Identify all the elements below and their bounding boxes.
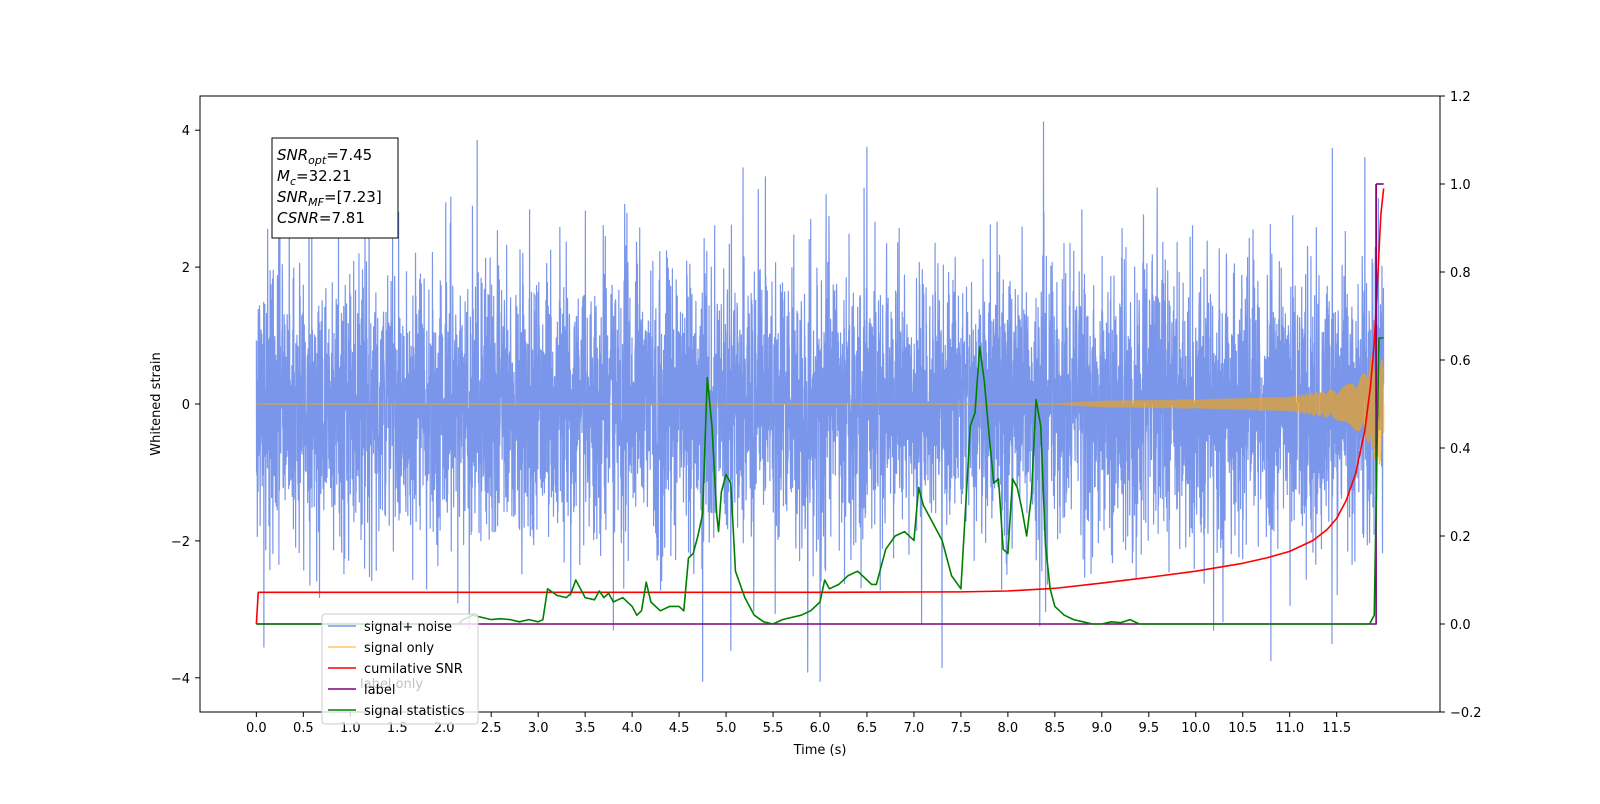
x-tick-label: 5.0 (716, 721, 737, 736)
x-axis: 0.0 0.5 1.0 1.5 2.0 2.5 3.0 3.5 4.0 4.5 5.0 5.5 6.0 6… (246, 712, 1351, 736)
legend-label: signal statistics (364, 704, 465, 719)
annotation-symbol: SNR (277, 188, 308, 206)
x-tick-label: 11.0 (1275, 721, 1304, 736)
y2-tick-label: 0.2 (1450, 530, 1471, 545)
x-tick-label: 4.5 (669, 721, 690, 736)
y2-tick-label: 1.2 (1450, 90, 1471, 105)
x-tick-label: 4.0 (622, 721, 643, 736)
legend-label: cumilative SNR (364, 662, 463, 677)
legend-label: signal only (364, 641, 434, 656)
x-tick-label: 5.5 (763, 721, 784, 736)
annotation-line: Mc=32.21 (277, 167, 352, 188)
y-axis-label: Whitened strain (149, 352, 164, 455)
y-tick-label: 4 (182, 124, 190, 139)
x-tick-label: 6.5 (857, 721, 878, 736)
y2-tick-label: 1.0 (1450, 178, 1471, 193)
y2-tick-label: −0.2 (1450, 706, 1482, 721)
x-tick-label: 1.0 (340, 721, 361, 736)
annotation-value: =32.21 (296, 167, 352, 185)
legend-label: label (364, 683, 395, 698)
x-tick-label: 9.5 (1138, 721, 1159, 736)
annotation-subscript: opt (308, 154, 327, 167)
annotation-subscript: c (290, 175, 296, 188)
annotation-symbol: SNR (277, 146, 308, 164)
x-tick-label: 7.5 (951, 721, 972, 736)
annotation-value: =7.81 (319, 209, 365, 227)
legend-label: signal+ noise (364, 620, 452, 635)
y-tick-label: −4 (171, 672, 190, 687)
y-tick-label: −2 (171, 535, 190, 550)
x-tick-label: 0.5 (293, 721, 314, 736)
x-tick-label: 2.5 (481, 721, 502, 736)
x-tick-label: 10.5 (1228, 721, 1257, 736)
annotation-symbol: M (277, 167, 290, 185)
annotation-value: =7.45 (326, 146, 372, 164)
x-tick-label: 10.0 (1181, 721, 1210, 736)
y2-tick-label: 0.6 (1450, 354, 1471, 369)
plot-area (255, 121, 1385, 682)
x-axis-label: Time (s) (793, 743, 847, 758)
background-text-fragment: label only (360, 677, 423, 692)
x-tick-label: 3.0 (528, 721, 549, 736)
x-tick-label: 9.0 (1091, 721, 1112, 736)
y2-tick-label: 0.4 (1450, 442, 1471, 457)
x-tick-label: 8.0 (998, 721, 1019, 736)
series-line-label (256, 184, 1377, 625)
x-tick-label: 11.5 (1322, 721, 1351, 736)
annotation-value: =[7.23] (324, 188, 382, 206)
x-tick-label: 1.5 (387, 721, 408, 736)
series-line-signal-statistics (256, 337, 1384, 625)
legend-frame (321, 613, 479, 725)
annotation-line: CSNR=7.81 (277, 209, 365, 227)
annotation-subscript: MF (308, 196, 324, 209)
series-line-signal-only (255, 341, 1385, 465)
x-tick-label: 2.0 (434, 721, 455, 736)
x-tick-label: 6.0 (810, 721, 831, 736)
annotation-line: SNRMF=[7.23] (277, 188, 382, 209)
x-tick-label: 3.5 (575, 721, 596, 736)
annotation-symbol: CSNR (277, 209, 319, 227)
y-tick-label: 0 (182, 398, 190, 413)
annotation-frame (271, 137, 399, 239)
legend: label only signal+ noise signal only cumila… (321, 613, 479, 725)
y-tick-label: 2 (182, 261, 190, 276)
y-axis-left: −4 −2 0 2 4 (171, 124, 200, 687)
y-axis-right: −0.2 0.0 0.2 0.4 0.6 0.8 1.0 1.2 (1440, 90, 1482, 721)
y2-tick-label: 0.8 (1450, 266, 1471, 281)
series-line-cumilative-snr (255, 188, 1385, 625)
x-tick-label: 0.0 (246, 721, 267, 736)
annotation-line: SNRopt=7.45 (277, 146, 372, 167)
x-tick-label: 7.0 (904, 721, 925, 736)
x-tick-label: 8.5 (1045, 721, 1066, 736)
y2-tick-label: 0.0 (1450, 618, 1471, 633)
